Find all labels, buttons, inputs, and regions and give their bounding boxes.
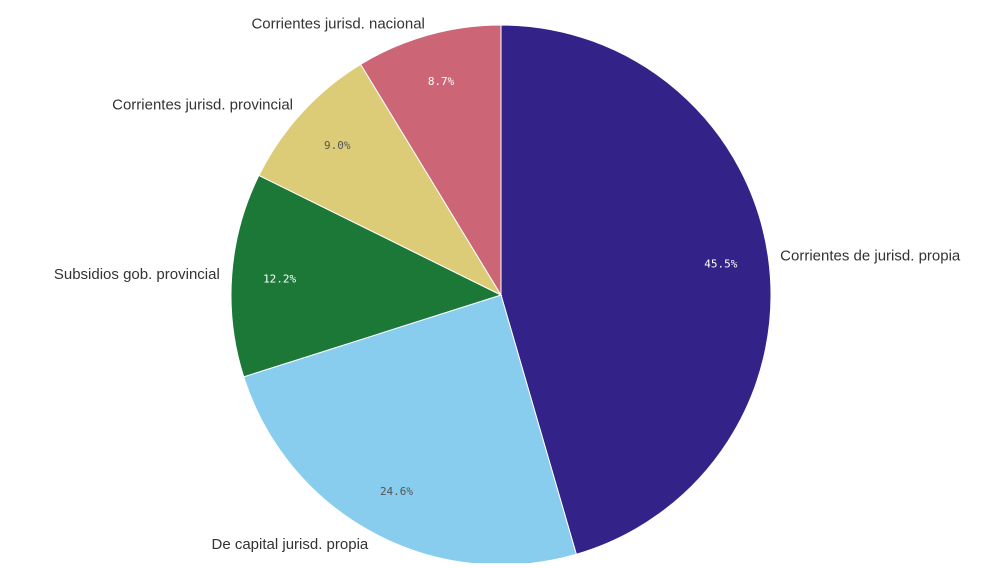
pie-slice-corrientes-jurisd-provincial[interactable] — [258, 63, 503, 297]
pie-category-labels: Corrientes de jurisd. propia De capital j… — [54, 15, 961, 552]
pie-category-label: Corrientes jurisd. nacional — [251, 15, 424, 32]
pie-slice-corrientes-jurisd-nacional[interactable] — [359, 24, 502, 297]
pie-value-labels: 45.5% 24.6% 12.2% 9.0% 8.7% — [263, 75, 738, 498]
pie-category-label: Subsidios gob. provincial — [54, 266, 220, 283]
pie-slice-subsidios-gob-provincial[interactable] — [230, 174, 503, 378]
pie-slices — [230, 24, 772, 566]
pie-slice-corrientes-de-jurisd-propia[interactable] — [500, 24, 772, 555]
pie-value-label: 12.2% — [263, 272, 296, 285]
pie-value-label: 8.7% — [428, 75, 455, 88]
pie-value-label: 24.6% — [380, 485, 413, 498]
pie-category-label: Corrientes de jurisd. propia — [780, 247, 961, 264]
pie-value-label: 45.5% — [704, 258, 737, 271]
pie-value-label: 9.0% — [324, 139, 351, 152]
pie-category-label: Corrientes jurisd. provincial — [112, 97, 293, 114]
pie-category-label: De capital jurisd. propia — [212, 536, 369, 553]
